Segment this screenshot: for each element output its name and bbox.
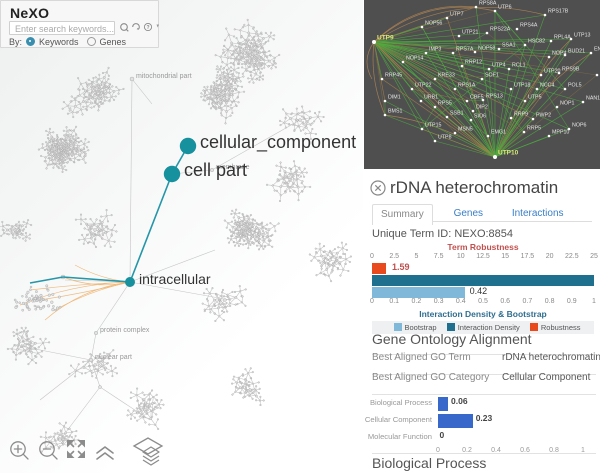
svg-text:RCL1: RCL1: [512, 63, 526, 69]
svg-text:HSC82: HSC82: [528, 39, 545, 45]
svg-text:UTP21: UTP21: [462, 30, 479, 36]
svg-text:RPL4A: RPL4A: [554, 35, 571, 41]
svg-text:RPS22A: RPS22A: [490, 27, 511, 33]
svg-text:RPS5: RPS5: [438, 101, 452, 107]
svg-text:UTP4: UTP4: [492, 63, 506, 69]
svg-text:RPS8A: RPS8A: [479, 1, 497, 7]
svg-text:UTP20: UTP20: [544, 69, 561, 75]
svg-text:KRE33: KRE33: [438, 73, 455, 79]
svg-text:RPS9B: RPS9B: [562, 67, 580, 73]
svg-text:UTP7: UTP7: [450, 12, 464, 18]
svg-text:SIO6: SIO6: [474, 114, 486, 120]
svg-text:UTP15: UTP15: [425, 123, 442, 129]
svg-text:URB1: URB1: [424, 95, 438, 101]
svg-text:RRP5: RRP5: [527, 126, 541, 132]
svg-text:CBF5: CBF5: [470, 95, 484, 101]
svg-text:IMP3: IMP3: [429, 47, 441, 53]
svg-text:RRP12: RRP12: [465, 60, 482, 66]
svg-text:RPS4A: RPS4A: [520, 23, 538, 29]
svg-text:UTP13: UTP13: [574, 33, 591, 39]
svg-text:NOP56: NOP56: [425, 21, 442, 27]
svg-text:NCC4: NCC4: [540, 83, 554, 89]
svg-text:POL5: POL5: [568, 83, 582, 89]
svg-text:RRP45: RRP45: [385, 73, 402, 79]
svg-text:EMG1: EMG1: [491, 130, 506, 136]
svg-text:NAN1: NAN1: [586, 96, 600, 102]
svg-text:NOP1: NOP1: [560, 101, 574, 107]
svg-text:RPS7A: RPS7A: [456, 47, 474, 53]
svg-text:MPP10: MPP10: [552, 130, 569, 136]
svg-text:RRP9: RRP9: [514, 112, 528, 118]
svg-text:PWP2: PWP2: [536, 113, 551, 119]
svg-text:SSB1: SSB1: [450, 111, 464, 117]
svg-text:RPS17B: RPS17B: [548, 9, 569, 15]
svg-text:SOF1: SOF1: [485, 73, 499, 79]
svg-text:SSA1: SSA1: [502, 43, 516, 49]
svg-text:RPS13: RPS13: [486, 94, 503, 100]
svg-text:UTP10: UTP10: [498, 150, 519, 157]
svg-text:ENP1: ENP1: [594, 47, 600, 53]
svg-text:UTP6: UTP6: [498, 5, 512, 11]
svg-text:UTP5: UTP5: [528, 95, 542, 101]
svg-text:DIP2: DIP2: [476, 105, 488, 111]
svg-text:DIM1: DIM1: [388, 95, 401, 101]
svg-text:BUD21: BUD21: [568, 49, 585, 55]
svg-text:NOP58: NOP58: [478, 46, 495, 52]
svg-text:UTP8: UTP8: [438, 135, 452, 141]
svg-text:MSN5: MSN5: [458, 127, 473, 133]
svg-text:UTP9: UTP9: [377, 35, 394, 42]
svg-text:NOP6: NOP6: [572, 123, 586, 129]
svg-text:UTP22: UTP22: [415, 83, 432, 89]
svg-text:RPS1A: RPS1A: [458, 83, 476, 89]
svg-text:BMS1: BMS1: [388, 109, 402, 115]
svg-text:UTP18: UTP18: [514, 83, 531, 89]
svg-text:NOP14: NOP14: [406, 56, 423, 62]
svg-text:NOP4: NOP4: [552, 51, 566, 57]
